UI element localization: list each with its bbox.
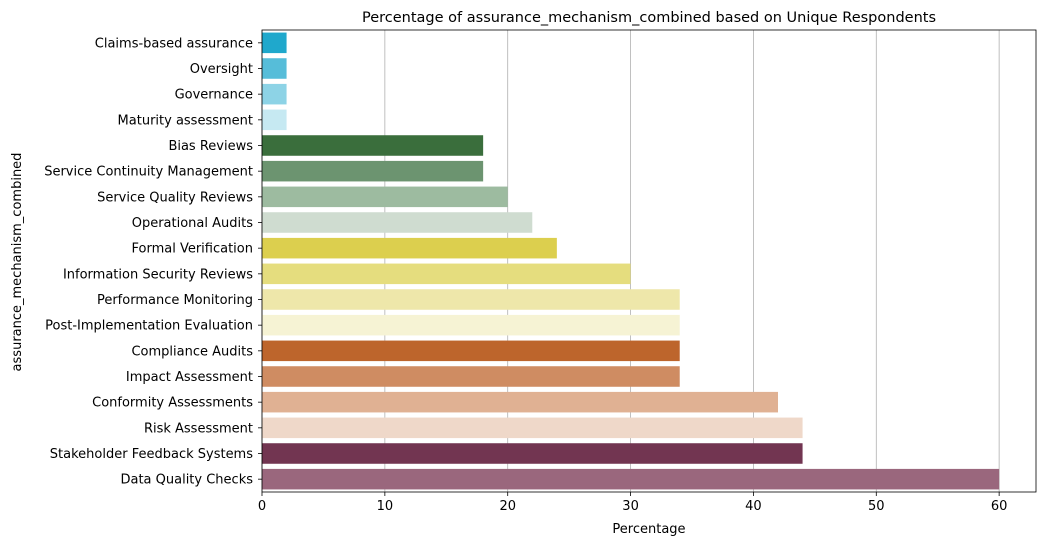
x-tick-label: 20 — [499, 499, 516, 514]
x-tick-label: 60 — [991, 499, 1008, 514]
y-tick-label: Compliance Audits — [131, 344, 253, 359]
y-axis-label: assurance_mechanism_combined — [10, 153, 25, 372]
bar — [262, 417, 803, 439]
bar — [262, 237, 557, 259]
bar — [262, 186, 508, 208]
plot-border — [261, 29, 1037, 493]
y-tick-label: Formal Verification — [131, 242, 253, 257]
y-tick-label: Claims-based assurance — [95, 36, 253, 51]
bar — [262, 391, 778, 413]
bar — [262, 289, 680, 310]
x-tick-label: 30 — [622, 499, 639, 514]
bar — [262, 443, 803, 464]
bar — [262, 32, 287, 54]
y-tick-labels: Claims-based assurance Oversight Governanc… — [44, 36, 262, 488]
x-tick-label: 10 — [377, 499, 394, 514]
y-tick-label: Service Quality Reviews — [97, 190, 253, 205]
bar — [262, 160, 484, 182]
y-tick-label: Risk Assessment — [144, 421, 253, 436]
x-tick-label: 0 — [258, 499, 266, 514]
chart-title: Percentage of assurance_mechanism_combin… — [362, 10, 936, 26]
y-tick-label: Performance Monitoring — [97, 293, 253, 308]
y-tick-label: Post-Implementation Evaluation — [45, 319, 253, 334]
bar — [262, 314, 680, 336]
bar — [262, 366, 680, 387]
y-tick-label: Data Quality Checks — [120, 473, 253, 488]
plot-frame — [261, 29, 1037, 493]
y-tick-label: Governance — [175, 88, 253, 103]
grid-lines — [261, 30, 1000, 492]
bar — [262, 468, 1000, 490]
x-tick-label: 40 — [745, 499, 762, 514]
x-axis-label: Percentage — [612, 522, 685, 537]
bar — [262, 212, 533, 233]
y-tick-label: Information Security Reviews — [63, 267, 253, 282]
y-tick-label: Operational Audits — [132, 216, 253, 231]
y-tick-label: Service Continuity Management — [44, 165, 253, 180]
y-tick-label: Impact Assessment — [126, 370, 253, 385]
bars — [262, 32, 1000, 490]
bar — [262, 263, 631, 285]
y-tick-label: Bias Reviews — [168, 139, 253, 154]
bar — [262, 83, 287, 105]
bar — [262, 340, 680, 362]
y-tick-label: Oversight — [190, 62, 253, 77]
bar — [262, 58, 287, 79]
x-tick-label: 50 — [868, 499, 885, 514]
bar — [262, 135, 484, 156]
y-tick-label: Stakeholder Feedback Systems — [50, 447, 253, 462]
bar — [262, 109, 287, 131]
x-tick-labels: 0 10 20 30 40 50 60 — [258, 492, 1008, 514]
y-tick-label: Maturity assessment — [118, 113, 253, 128]
y-tick-label: Conformity Assessments — [92, 396, 253, 411]
